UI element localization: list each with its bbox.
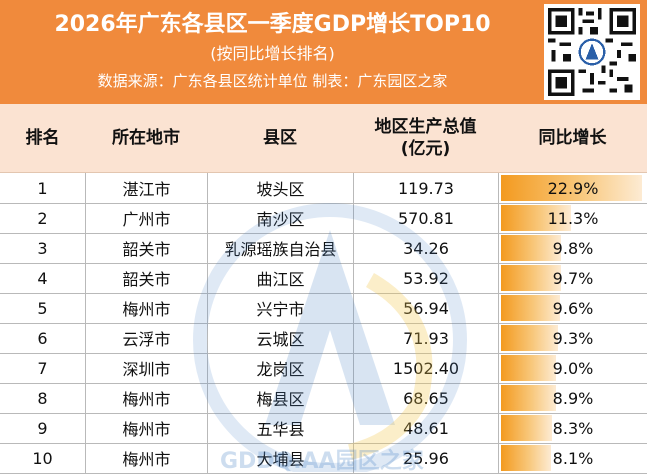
gdp-cell: 25.96 — [353, 443, 498, 473]
city-cell: 梅州市 — [85, 383, 207, 413]
growth-bar — [501, 385, 556, 411]
growth-value: 9.0% — [552, 358, 594, 378]
city-cell: 梅州市 — [85, 443, 207, 473]
growth-bar — [501, 355, 556, 381]
growth-value: 9.7% — [552, 268, 594, 288]
district-cell: 坡头区 — [207, 173, 353, 203]
growth-bar — [501, 295, 560, 321]
growth-bar — [501, 205, 571, 231]
table-row: 7 深圳市 龙岗区 1502.40 9.0% — [0, 353, 647, 384]
column-header-growth: 同比增长 — [538, 128, 607, 148]
rank-cell: 3 — [37, 238, 48, 258]
city-cell: 梅州市 — [85, 413, 207, 443]
city-cell: 广州市 — [85, 203, 207, 233]
gdp-cell: 570.81 — [353, 203, 498, 233]
growth-cell: 9.7% — [498, 263, 647, 293]
table-row: 9 梅州市 五华县 48.61 8.3% — [0, 413, 647, 444]
growth-value: 11.3% — [547, 208, 599, 228]
column-header-gdp: 地区生产总值 (亿元) — [353, 104, 498, 172]
table-row: 10 梅州市 大埔县 25.96 8.1% — [0, 443, 647, 474]
rank-cell: 2 — [37, 208, 48, 228]
gdp-cell: 34.26 — [353, 233, 498, 263]
data-source: 数据来源：广东各县区统计单位 制表：广东园区之家 — [97, 72, 448, 90]
growth-bar — [501, 415, 552, 441]
district-cell: 南沙区 — [207, 203, 353, 233]
growth-bar — [501, 175, 642, 201]
district-cell: 大埔县 — [207, 443, 353, 473]
growth-value: 9.6% — [552, 298, 594, 318]
column-header-rank: 排名 — [25, 128, 60, 148]
growth-value: 9.8% — [552, 238, 594, 258]
growth-bar — [501, 445, 551, 471]
growth-cell: 8.1% — [498, 443, 647, 473]
district-cell: 曲江区 — [207, 263, 353, 293]
district-cell: 五华县 — [207, 413, 353, 443]
city-cell: 梅州市 — [85, 293, 207, 323]
city-cell: 韶关市 — [85, 263, 207, 293]
column-header-gdp-unit: (亿元) — [400, 139, 451, 159]
district-cell: 云城区 — [207, 323, 353, 353]
page-subtitle: (按同比增长排名) — [210, 44, 335, 63]
growth-cell: 8.9% — [498, 383, 647, 413]
district-cell: 龙岗区 — [207, 353, 353, 383]
city-cell: 深圳市 — [85, 353, 207, 383]
table-row: 5 梅州市 兴宁市 56.94 9.6% — [0, 293, 647, 324]
growth-value: 8.3% — [552, 418, 594, 438]
column-header-city: 所在地市 — [112, 128, 180, 148]
rank-cell: 1 — [37, 178, 48, 198]
table-row: 8 梅州市 梅县区 68.65 8.9% — [0, 383, 647, 414]
growth-cell: 9.8% — [498, 233, 647, 263]
rank-cell: 7 — [37, 358, 48, 378]
growth-value: 9.3% — [552, 328, 594, 348]
table-row: 2 广州市 南沙区 570.81 11.3% — [0, 203, 647, 234]
growth-bar — [501, 235, 561, 261]
district-cell: 梅县区 — [207, 383, 353, 413]
city-cell: 湛江市 — [85, 173, 207, 203]
rank-cell: 5 — [37, 298, 48, 318]
table-row: 4 韶关市 曲江区 53.92 9.7% — [0, 263, 647, 294]
growth-cell: 8.3% — [498, 413, 647, 443]
column-header-district: 县区 — [263, 128, 297, 148]
column-header-gdp-label: 地区生产总值 — [374, 117, 477, 137]
gdp-cell: 53.92 — [353, 263, 498, 293]
header-banner: 2026年广东各县区一季度GDP增长TOP10 (按同比增长排名) 数据来源：广… — [0, 0, 647, 104]
gdp-cell: 48.61 — [353, 413, 498, 443]
qr-code-icon — [544, 4, 640, 100]
growth-cell: 9.0% — [498, 353, 647, 383]
table-header: 排名 所在地市 县区 地区生产总值 (亿元) 同比增长 — [0, 104, 647, 173]
growth-cell: 11.3% — [498, 203, 647, 233]
gdp-cell: 71.93 — [353, 323, 498, 353]
district-cell: 兴宁市 — [207, 293, 353, 323]
rank-cell: 8 — [37, 388, 48, 408]
growth-value: 22.9% — [547, 178, 599, 198]
rank-cell: 6 — [37, 328, 48, 348]
rank-cell: 10 — [32, 448, 53, 468]
gdp-cell: 1502.40 — [353, 353, 498, 383]
table-row: 1 湛江市 坡头区 119.73 22.9% — [0, 173, 647, 204]
gdp-cell: 56.94 — [353, 293, 498, 323]
rank-cell: 9 — [37, 418, 48, 438]
growth-cell: 9.3% — [498, 323, 647, 353]
gdp-cell: 68.65 — [353, 383, 498, 413]
city-cell: 韶关市 — [85, 233, 207, 263]
growth-cell: 22.9% — [498, 173, 647, 203]
gdp-cell: 119.73 — [353, 173, 498, 203]
growth-value: 8.9% — [552, 388, 594, 408]
growth-bar — [501, 265, 561, 291]
table-row: 3 韶关市 乳源瑶族自治县 34.26 9.8% — [0, 233, 647, 264]
growth-value: 8.1% — [552, 448, 594, 468]
city-cell: 云浮市 — [85, 323, 207, 353]
district-cell: 乳源瑶族自治县 — [207, 233, 353, 263]
table-row: 6 云浮市 云城区 71.93 9.3% — [0, 323, 647, 354]
rank-cell: 4 — [37, 268, 48, 288]
growth-bar — [501, 325, 558, 351]
growth-cell: 9.6% — [498, 293, 647, 323]
page-title: 2026年广东各县区一季度GDP增长TOP10 — [54, 12, 491, 37]
